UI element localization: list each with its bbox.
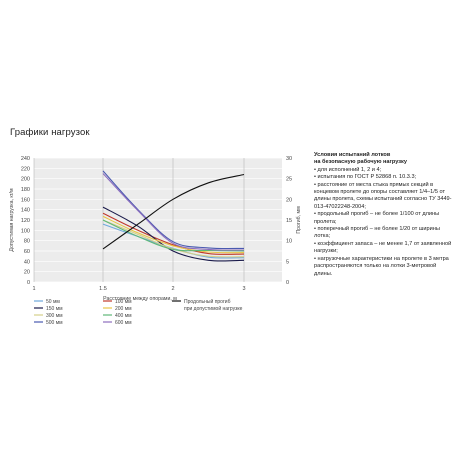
y-tick-label: 100 [21, 228, 30, 234]
legend-label: 600 мм [115, 320, 132, 326]
y-tick-label: 160 [21, 197, 30, 203]
y-tick-label: 120 [21, 218, 30, 224]
x-tick-label: 3 [242, 286, 245, 292]
conditions-item: продольный прогиб – не более 1/100 от дл… [314, 211, 454, 226]
y-tick-label: 140 [21, 208, 30, 214]
legend-label: 150 мм [46, 306, 63, 312]
series-line [102, 212, 245, 255]
legend-label: 500 мм [46, 320, 63, 326]
legend-label: 300 мм [46, 313, 63, 319]
conditions-title-line2: на безопасную рабочую нагрузку [314, 159, 407, 166]
legend-label: Продольный прогиб [184, 298, 231, 305]
conditions-item: для исполнений 1, 2 и 4; [314, 167, 454, 174]
conditions-list: для исполнений 1, 2 и 4; испытания по ГО… [314, 167, 454, 278]
x-tick-label: 1.5 [99, 286, 107, 292]
legend-label: 100 мм [115, 299, 132, 305]
y-tick-label: 20 [24, 270, 30, 276]
y-tick-label: 0 [27, 280, 30, 286]
y-axis-label: Допустимая нагрузка, кг/м [9, 188, 15, 252]
y2-tick-label: 5 [286, 259, 289, 265]
series-line [102, 170, 245, 250]
conditions-title-line1: Условия испытаний лотков [314, 152, 391, 158]
conditions-item: коэффициент запаса – не менее 1,7 от зая… [314, 241, 454, 256]
legend-label: 200 мм [115, 306, 132, 312]
test-conditions-panel: Условия испытаний лотков на безопасную р… [314, 152, 454, 278]
y-tick-label: 220 [21, 166, 30, 172]
y-tick-label: 40 [24, 259, 30, 265]
load-chart: 0204060801001201401601802002202400510152… [9, 156, 302, 326]
series-line [102, 173, 245, 251]
conditions-item: нагрузочные характеристики на пролете в … [314, 256, 454, 278]
x-tick-label: 1 [32, 286, 35, 292]
x-tick-label: 2 [171, 286, 174, 292]
y-tick-label: 60 [24, 249, 30, 255]
legend-label: 50 мм [46, 299, 60, 305]
conditions-item: поперечный прогиб – не более 1/20 от шир… [314, 226, 454, 241]
conditions-item: расстояние от места стыка прямых секций … [314, 182, 454, 212]
y2-tick-label: 20 [286, 197, 292, 203]
y-tick-label: 240 [21, 156, 30, 162]
y2-tick-label: 0 [286, 280, 289, 286]
y-tick-label: 200 [21, 177, 30, 183]
y2-axis-label: Прогиб, мм [296, 206, 302, 234]
series-line [102, 206, 245, 262]
y2-tick-label: 15 [286, 218, 292, 224]
y2-tick-label: 10 [286, 239, 292, 245]
page-title: Графики нагрузок [10, 127, 90, 138]
y2-tick-label: 25 [286, 177, 292, 183]
legend-label: 400 мм [115, 313, 132, 319]
y-tick-label: 180 [21, 187, 30, 193]
conditions-item: испытания по ГОСТ Р 52868 п. 10.3.3; [314, 174, 454, 181]
y-tick-label: 80 [24, 239, 30, 245]
x-axis-label: Расстояние между опорами, м [103, 296, 177, 302]
legend-label: при допустимой нагрузке [184, 305, 243, 312]
series-line [102, 215, 245, 254]
deflection-line [102, 173, 245, 250]
y2-tick-label: 30 [286, 156, 292, 162]
